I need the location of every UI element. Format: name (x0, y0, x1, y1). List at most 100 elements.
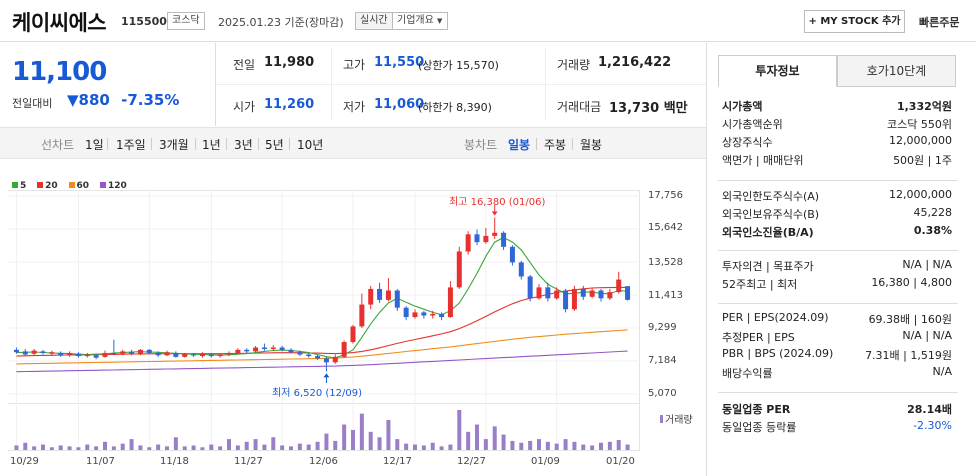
info-value: 7.31배 | 1,519원 (865, 349, 952, 362)
candle-body (306, 354, 312, 357)
separator (289, 138, 290, 150)
y-tick-label: 7,184 (648, 355, 677, 366)
candle-body (465, 234, 471, 252)
legend-ma5: 5 (12, 181, 26, 191)
volume-bar (448, 444, 453, 450)
candle-monthly[interactable]: 월봉 (580, 138, 603, 152)
volume-bar (537, 439, 541, 450)
y-tick-label: 15,642 (648, 222, 683, 233)
candle-body (509, 246, 515, 263)
info-value: 1,332억원 (896, 100, 952, 113)
volume-bar (156, 444, 161, 450)
info-row: 외국인보유주식수(B) 45,228 (722, 206, 952, 225)
realtime-button[interactable]: 실시간 (355, 12, 393, 30)
high-annotation: 최고 16,380 (01/06) (449, 197, 546, 208)
info-value: 45,228 (913, 206, 953, 219)
market-badge: 코스닥 (167, 12, 205, 30)
volume-bar (475, 424, 479, 450)
info-row: 시가총액 1,332억원 (722, 98, 952, 117)
candle-body (182, 353, 188, 357)
candle-body (75, 353, 81, 357)
company-overview-dropdown[interactable]: 기업개요 ▼ (392, 12, 448, 30)
price-chart[interactable] (0, 0, 706, 476)
volume-bar (368, 431, 373, 450)
stock-header (0, 0, 976, 42)
volume-bar (85, 444, 90, 450)
candle-weekly[interactable]: 주봉 (544, 138, 567, 152)
candle-body (217, 354, 223, 357)
volume-value: 1,216,422 (598, 55, 672, 70)
legend-ma20: 20 (37, 181, 58, 191)
candle-body (146, 349, 152, 353)
candle-body (332, 356, 338, 363)
period-1y[interactable]: 1년 (202, 138, 221, 152)
period-3m[interactable]: 3개월 (159, 138, 189, 152)
candle-body (483, 235, 489, 243)
info-key: 외국인한도주식수(A) (722, 190, 820, 203)
info-row: 배당수익률 N/A (722, 365, 952, 384)
volume-frame (8, 404, 640, 451)
volume-bar (244, 441, 249, 450)
down-arrow-icon: ▼ (67, 91, 79, 109)
info-value: N/A (932, 365, 952, 378)
quick-order-link[interactable]: 빠른주문 (919, 16, 960, 29)
tab-orderbook[interactable]: 호가10단계 (837, 55, 956, 87)
candle-chart-label[interactable]: 봉차트 (464, 138, 498, 152)
period-1w[interactable]: 1주일 (116, 138, 146, 152)
info-row: PBR | BPS (2024.09) 7.31배 | 1,519원 (722, 347, 952, 366)
volume-bar (519, 442, 524, 450)
volume-swatch (660, 415, 663, 423)
volume-bar (501, 434, 506, 450)
line-chart-label[interactable]: 선차트 (41, 138, 75, 152)
separator (195, 138, 196, 150)
info-key: 외국인소진율(B/A) (722, 226, 814, 239)
company-overview-label: 기업개요 (397, 15, 434, 26)
volume-bar (173, 437, 178, 450)
candle-daily[interactable]: 일봉 (508, 138, 531, 152)
change-percent: -7.35% (121, 91, 180, 109)
high-arrow-head (491, 211, 498, 216)
info-key: 동일업종 등락률 (722, 421, 797, 434)
candle-body (527, 276, 533, 299)
trade-value-label: 거래대금 (557, 100, 602, 114)
candle-body (421, 312, 427, 316)
my-stock-add-button[interactable]: + MY STOCK 추가 (804, 10, 905, 33)
candle-body (315, 356, 321, 359)
period-10y[interactable]: 10년 (297, 138, 324, 152)
volume-bar (413, 444, 417, 450)
candle-body (137, 349, 143, 354)
price-box (0, 43, 216, 126)
candle-body (253, 347, 259, 352)
candle-body (67, 352, 73, 356)
volume-bar (483, 439, 488, 450)
period-3y[interactable]: 3년 (234, 138, 253, 152)
candle-body (31, 350, 37, 354)
volume-bar (457, 410, 462, 450)
tab-invest-info[interactable]: 투자정보 (718, 55, 837, 87)
candle-body (208, 354, 214, 357)
period-5y[interactable]: 5년 (265, 138, 284, 152)
candle-body (58, 352, 64, 356)
ma5-line (16, 236, 628, 359)
volume-bar (227, 439, 231, 450)
stats-divider (216, 84, 706, 85)
y-tick-label: 13,528 (648, 257, 683, 268)
period-1d[interactable]: 1일 (85, 138, 104, 152)
info-row: 52주최고 | 최저 16,380 | 4,800 (722, 276, 952, 295)
volume-bar (271, 437, 276, 450)
volume-bar (492, 426, 497, 450)
candle-body (625, 286, 631, 300)
separator (258, 138, 259, 150)
candle-body (598, 290, 604, 299)
candle-body (359, 304, 365, 327)
change-amount: 880 (78, 91, 110, 109)
low-label: 저가 (343, 100, 366, 114)
info-key: 52주최고 | 최저 (722, 278, 798, 291)
plus-icon: + (808, 16, 821, 27)
y-tick-label: 11,413 (648, 290, 683, 301)
candle-body (447, 287, 453, 318)
section-divider (718, 250, 958, 251)
info-value: -2.30% (913, 419, 952, 432)
candle-body (616, 279, 622, 293)
x-tick-label: 12/27 (457, 456, 486, 467)
